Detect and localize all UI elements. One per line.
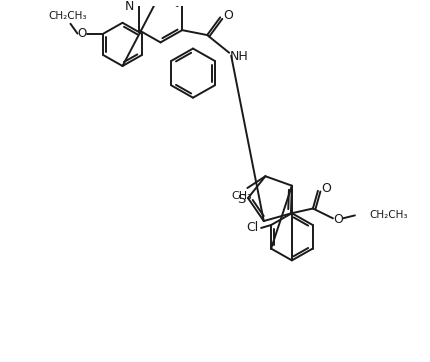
Text: CH₃: CH₃ [230, 191, 251, 201]
Text: CH₂CH₃: CH₂CH₃ [48, 11, 86, 21]
Text: S: S [236, 193, 245, 206]
Text: O: O [320, 182, 330, 195]
Text: O: O [78, 27, 87, 40]
Text: O: O [332, 213, 342, 226]
Text: Cl: Cl [246, 222, 258, 235]
Text: N: N [125, 0, 134, 13]
Text: O: O [223, 9, 233, 22]
Text: CH₂CH₃: CH₂CH₃ [368, 210, 406, 220]
Text: NH: NH [229, 50, 248, 63]
